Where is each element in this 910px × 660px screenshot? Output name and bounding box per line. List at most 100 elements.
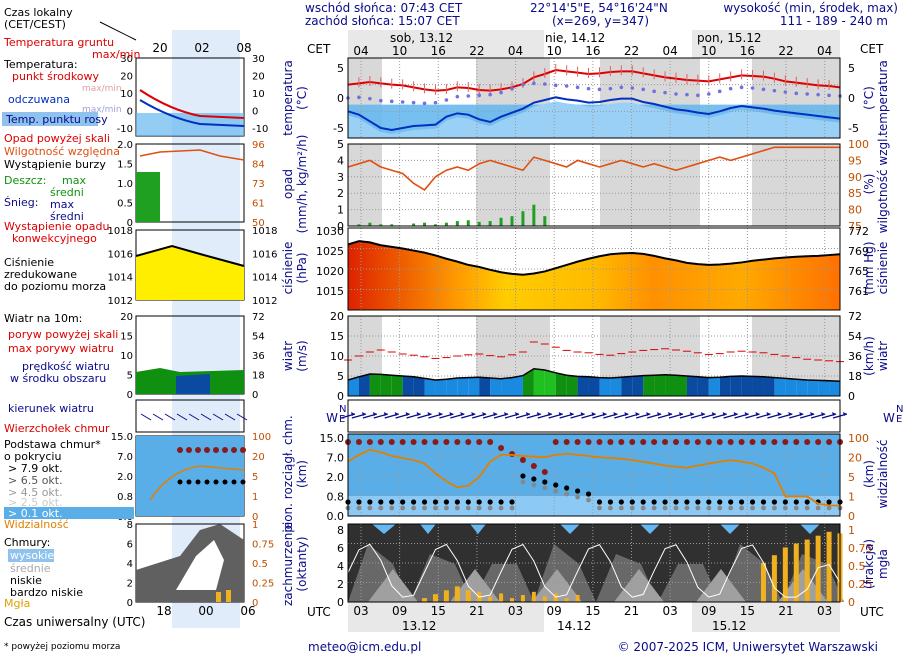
cloud-base-dot-grey: [454, 505, 460, 511]
y-tick: 15.0: [320, 432, 345, 445]
cloud-top-dot: [640, 439, 647, 445]
wind-speed-area: [369, 374, 381, 396]
legend-tick: 0: [127, 218, 133, 229]
cloud-top-dot: [355, 439, 362, 445]
legend-direction: kierunek wiatru: [8, 402, 94, 415]
dew-point: [521, 82, 525, 87]
legend-tick: 0.25: [252, 579, 274, 590]
wind-arrowhead: [416, 412, 421, 416]
cloud-base-dot: [487, 499, 493, 505]
y-tick: 0: [337, 220, 344, 233]
panel-frame: [347, 523, 841, 603]
wind-arrowhead: [679, 412, 683, 416]
cloud-base-dot-grey: [367, 505, 373, 511]
legend-pressure-line: [135, 244, 245, 267]
rain-bar: [521, 211, 525, 226]
wind-speed-area: [719, 376, 731, 396]
y-tick-right: 90: [848, 171, 862, 184]
fog-bar: [793, 543, 799, 602]
y-tick: 0.0: [327, 510, 345, 523]
cloud-base-dot: [728, 499, 734, 505]
legend-wind-arrow: [236, 413, 248, 421]
day-band: [348, 30, 544, 58]
wind-arrowhead: [700, 412, 705, 416]
y-tick-right: 100: [848, 432, 869, 445]
dew-point: [368, 96, 372, 101]
axis-title: widzialność: [876, 440, 890, 509]
legend-occur: Wystąpienie opadu: [4, 220, 109, 233]
cloud-top-dot: [738, 439, 745, 445]
cloud-base-dot: [793, 499, 799, 505]
y-tick: 8: [337, 524, 344, 537]
y-tick-right: 1: [848, 491, 855, 504]
cloud-base-dot: [498, 499, 504, 505]
cloud-top-dot: [694, 439, 701, 445]
legend-top-dot: [240, 447, 246, 453]
legend-tick: 72: [252, 312, 265, 323]
cloud-base-dot: [575, 488, 581, 494]
cloud-base-dot: [651, 499, 657, 505]
cloud-top-dot: [421, 439, 428, 445]
legend-base-dot: [204, 479, 210, 485]
legend-wind-arrow: [212, 413, 224, 421]
wind-speed-area: [577, 376, 589, 396]
legend-pressure-3: do poziomu morza: [4, 280, 106, 293]
legend-o01-bg: [4, 507, 134, 519]
compass-n: N: [896, 404, 903, 415]
legend-top-dot: [213, 447, 219, 453]
leader-line: [99, 21, 137, 41]
email-link[interactable]: meteo@icm.edu.pl: [308, 640, 422, 654]
cloud-base-dot-grey: [629, 505, 635, 511]
legend-tick: 20: [252, 452, 265, 463]
fog-bar: [422, 598, 428, 602]
wind-speed-area: [632, 375, 644, 396]
legend-tick: 5: [252, 472, 258, 483]
axis-title: wiatr: [281, 341, 295, 371]
legend-tick: 10: [120, 351, 133, 362]
cloud-base-dot-grey: [433, 505, 438, 511]
axis-title: wiatr: [876, 341, 890, 371]
cloud-base-dot: [421, 499, 428, 505]
wind-speed-area: [533, 368, 545, 396]
legend-tick: 36: [252, 351, 265, 362]
wind-speed-area: [610, 377, 622, 396]
clear-sky-gap: [560, 524, 580, 534]
wind-speed-area: [468, 377, 480, 396]
legend-tick: -10: [117, 124, 133, 135]
y-tick: 0.8: [327, 491, 345, 504]
cet-tick: 22: [469, 44, 484, 58]
dew-point: [761, 87, 766, 92]
wind-speed-area: [391, 375, 403, 396]
cet-tick: 10: [701, 44, 716, 58]
axis-title: temperatura: [281, 60, 295, 136]
legend-gust-above: poryw powyżej skali: [8, 328, 118, 341]
utc-label-right: UTC: [860, 605, 884, 619]
legend-cover-low: niskie: [10, 574, 42, 587]
legend-fog-bar: [216, 592, 221, 602]
y-tick: 1015: [316, 285, 344, 298]
fog-bar: [520, 594, 525, 602]
clear-sky-gap: [420, 524, 436, 534]
cloud-top-dot: [651, 439, 658, 445]
legend-base-dot: [195, 479, 201, 485]
cloud-top-dot: [552, 439, 559, 445]
legend-utc-tick: 06: [240, 604, 255, 618]
dew-point: [663, 90, 667, 95]
legend-cloud-base2: o pokryciu: [4, 450, 61, 463]
legend-tick: 1016: [108, 249, 133, 260]
dew-point: [750, 86, 755, 90]
legend-high-bg: [8, 549, 54, 562]
cloud-base-dot-grey: [772, 505, 777, 511]
cet-tick: 22: [778, 44, 793, 58]
legend-time-tick: 08: [236, 41, 251, 55]
y-tick: 4: [337, 560, 344, 573]
wind-speed-area: [501, 377, 512, 396]
fog-bar: [564, 598, 569, 602]
legend-wind-arrow: [224, 413, 236, 421]
wind-speed-area: [676, 375, 687, 396]
rain-bar: [543, 216, 547, 226]
legend-tick: 18: [252, 371, 265, 382]
day-label-top: pon, 15.12: [697, 31, 762, 45]
wind-speed-area: [730, 376, 742, 396]
total-cloud-line: [347, 543, 841, 598]
